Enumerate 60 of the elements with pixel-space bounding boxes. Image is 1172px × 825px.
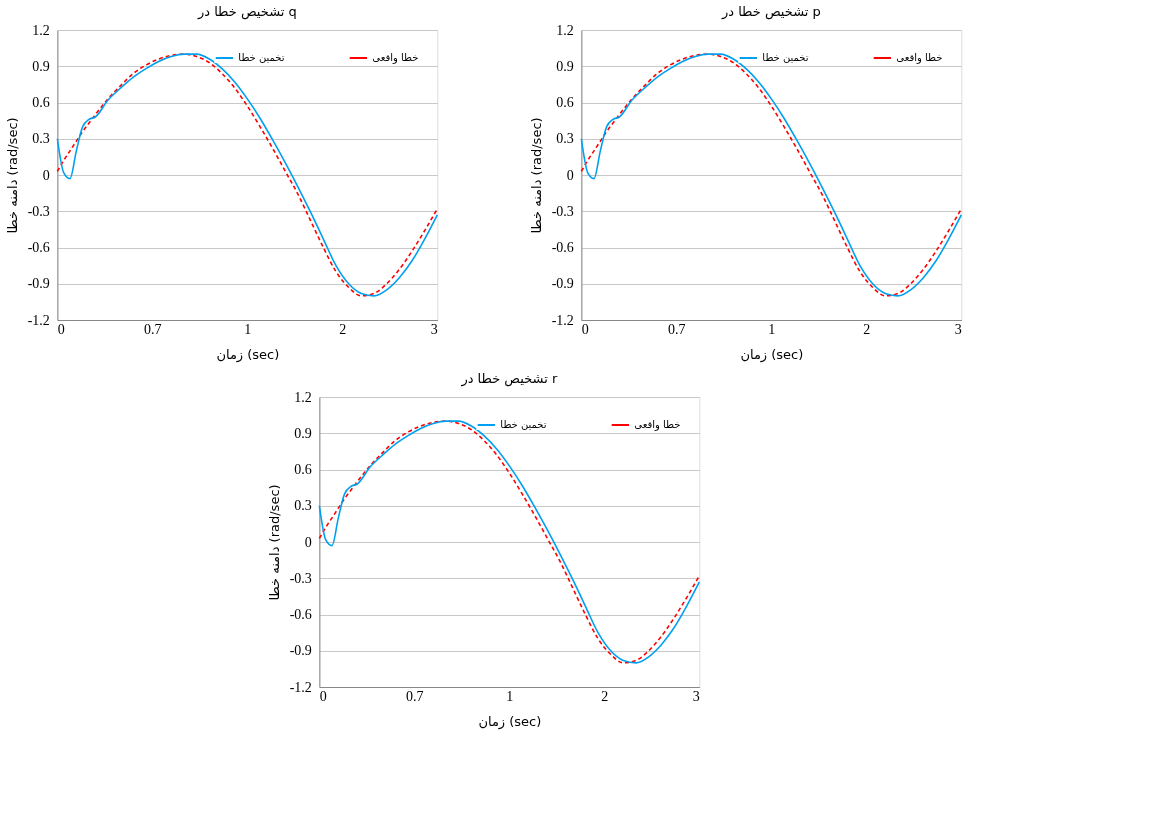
y-tick-label: 0.6 bbox=[556, 95, 574, 110]
x-tick-label: 3 bbox=[692, 688, 700, 704]
line-series bbox=[318, 420, 701, 664]
y-tick-label: 0.3 bbox=[294, 498, 312, 514]
y-tick-label: -0.3 bbox=[289, 570, 312, 586]
y-tick-label: 0.6 bbox=[32, 95, 50, 110]
x-tick-label: 3 bbox=[430, 321, 438, 337]
x-tick-label: 1 bbox=[506, 688, 514, 704]
x-tick-label: 0 bbox=[57, 321, 65, 337]
y-tick-label: 0.9 bbox=[32, 58, 50, 74]
x-axis-title: زمان (sec) bbox=[740, 346, 804, 363]
y-tick-label: 0.9 bbox=[294, 425, 312, 441]
x-tick-label: 3 bbox=[954, 321, 962, 337]
legend-label: خطا واقعی bbox=[896, 52, 943, 64]
y-tick-label: -0.3 bbox=[27, 203, 50, 219]
chart-title: تشخیص خطا در p bbox=[720, 4, 821, 20]
y-axis-title: دامنه خطا (rad/sec) bbox=[266, 484, 282, 601]
legend-label: خطا واقعی bbox=[634, 419, 681, 431]
y-tick-label: -0.6 bbox=[27, 240, 50, 255]
x-tick-label: 0.7 bbox=[406, 688, 424, 704]
y-tick-label: 1.2 bbox=[556, 22, 574, 38]
y-tick-label: 0.3 bbox=[32, 131, 50, 147]
y-tick-label: -0.6 bbox=[289, 607, 312, 622]
x-axis-title: زمان (sec) bbox=[478, 713, 542, 730]
legend-label: خطا واقعی bbox=[372, 52, 419, 64]
y-tick-label: -1.2 bbox=[27, 312, 50, 328]
x-tick-label: 2 bbox=[339, 321, 347, 337]
y-tick-label: -1.2 bbox=[289, 679, 312, 695]
chart-title: تشخیص خطا در q bbox=[196, 4, 297, 20]
legend-label: تخمین خطا bbox=[762, 52, 809, 63]
y-tick-label: 0.6 bbox=[294, 462, 312, 477]
x-tick-label: 1 bbox=[768, 321, 776, 337]
y-tick-label: -1.2 bbox=[551, 312, 574, 328]
y-tick-label: 0 bbox=[304, 534, 312, 550]
y-tick-label: 0.9 bbox=[556, 58, 574, 74]
chart-title: تشخیص خطا در r bbox=[460, 371, 558, 387]
x-tick-label: 0 bbox=[319, 688, 327, 704]
x-tick-label: 2 bbox=[601, 688, 609, 704]
line-series bbox=[56, 53, 439, 297]
y-tick-label: -0.9 bbox=[27, 276, 50, 292]
y-axis-title: دامنه خطا (rad/sec) bbox=[4, 117, 20, 234]
y-tick-label: -0.6 bbox=[551, 240, 574, 255]
x-tick-label: 0 bbox=[581, 321, 589, 337]
y-tick-label: -0.9 bbox=[289, 643, 312, 659]
y-axis-title: دامنه خطا (rad/sec) bbox=[528, 117, 544, 234]
y-tick-label: -0.3 bbox=[551, 203, 574, 219]
y-tick-label: 0 bbox=[42, 167, 50, 183]
legend-label: تخمین خطا bbox=[238, 52, 285, 63]
legend-label: تخمین خطا bbox=[500, 419, 547, 430]
y-tick-label: 1.2 bbox=[294, 389, 312, 405]
x-tick-label: 1 bbox=[244, 321, 252, 337]
y-tick-label: -0.9 bbox=[551, 276, 574, 292]
line-series bbox=[580, 53, 963, 297]
y-tick-label: 0 bbox=[566, 167, 574, 183]
y-tick-label: 1.2 bbox=[32, 22, 50, 38]
x-tick-label: 2 bbox=[863, 321, 871, 337]
x-tick-label: 0.7 bbox=[668, 321, 686, 337]
x-axis-title: زمان (sec) bbox=[216, 346, 280, 363]
x-tick-label: 0.7 bbox=[144, 321, 162, 337]
y-tick-label: 0.3 bbox=[556, 131, 574, 147]
